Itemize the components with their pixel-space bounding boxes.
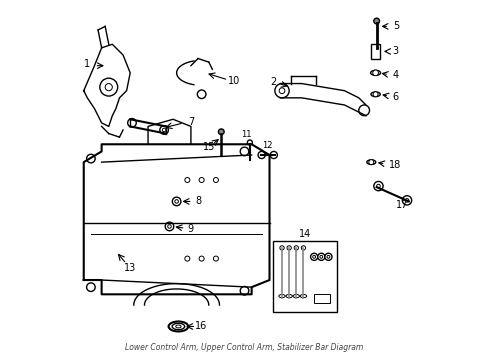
Circle shape [162,128,165,132]
Circle shape [197,90,205,99]
Text: 15: 15 [202,142,215,152]
Circle shape [240,287,248,295]
Circle shape [319,255,322,258]
Circle shape [213,256,218,261]
Circle shape [127,118,136,127]
Circle shape [167,225,171,228]
Ellipse shape [300,294,306,298]
Text: 12: 12 [262,141,272,150]
Ellipse shape [366,160,375,165]
Circle shape [247,140,252,145]
Circle shape [317,253,324,260]
Circle shape [286,246,291,250]
Circle shape [376,184,380,188]
Text: 16: 16 [194,321,206,332]
Text: 3: 3 [392,46,398,57]
Circle shape [402,196,411,205]
Circle shape [326,255,329,258]
Circle shape [368,159,373,165]
Ellipse shape [285,294,292,298]
Ellipse shape [175,325,181,328]
Circle shape [372,92,377,97]
Circle shape [373,18,379,24]
Circle shape [160,126,168,134]
Bar [370,44,380,59]
Circle shape [358,105,369,116]
Ellipse shape [278,294,285,298]
Circle shape [105,84,112,91]
Bar [313,294,329,303]
Text: 14: 14 [299,229,311,239]
Circle shape [405,199,408,202]
Text: 7: 7 [187,117,194,127]
Circle shape [274,84,288,98]
Circle shape [372,70,378,76]
Circle shape [310,253,317,260]
Circle shape [86,154,95,163]
Circle shape [172,197,181,206]
Text: 6: 6 [392,92,398,102]
Circle shape [175,200,178,203]
Text: 8: 8 [195,197,201,206]
Circle shape [312,255,315,258]
Text: 10: 10 [227,76,240,86]
Circle shape [294,246,298,250]
Text: 5: 5 [392,21,398,31]
Text: 9: 9 [187,224,194,234]
Circle shape [301,246,305,250]
Circle shape [199,177,203,183]
Text: 2: 2 [269,77,276,87]
Circle shape [199,256,203,261]
Ellipse shape [168,321,188,332]
Circle shape [373,181,382,191]
Ellipse shape [292,294,299,298]
Circle shape [240,147,248,156]
Bar [272,241,337,312]
Circle shape [213,177,218,183]
Text: 18: 18 [388,159,401,170]
Text: 13: 13 [124,262,136,273]
Circle shape [270,152,277,158]
Circle shape [218,129,224,135]
Circle shape [184,177,189,183]
Circle shape [165,222,173,231]
Circle shape [279,88,285,94]
Circle shape [86,283,95,292]
Ellipse shape [370,70,380,75]
Circle shape [258,152,264,158]
Text: Lower Control Arm, Upper Control Arm, Stabilizer Bar Diagram: Lower Control Arm, Upper Control Arm, St… [125,343,363,352]
Text: 4: 4 [392,70,398,80]
Circle shape [184,256,189,261]
Ellipse shape [370,92,380,96]
Circle shape [324,253,331,260]
Circle shape [100,78,118,96]
Circle shape [279,246,284,250]
Ellipse shape [172,323,184,330]
Text: 17: 17 [395,200,407,210]
Text: 11: 11 [241,130,251,139]
Text: 1: 1 [84,59,90,69]
